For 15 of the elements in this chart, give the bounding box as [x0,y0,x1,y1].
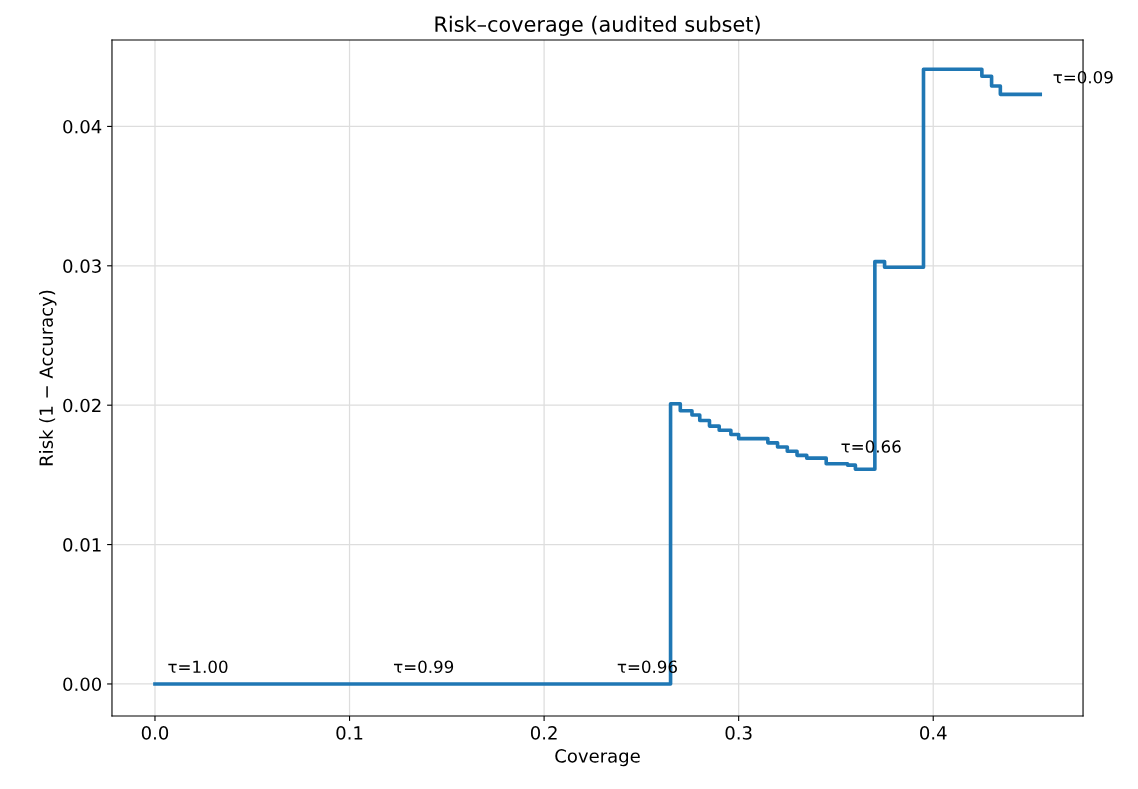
x-tick-label: 0.4 [920,726,947,740]
chart-title: Risk–coverage (audited subset) [435,15,760,36]
y-tick-label: 0.00 [63,677,102,692]
y-tick-label: 0.01 [63,538,101,552]
y-tick-label: 0.04 [63,119,102,134]
x-tick-label: 0.0 [141,726,169,740]
y-tick-label: 0.03 [63,259,101,273]
x-tick-label: 0.1 [336,726,363,740]
x-tick-label: 0.3 [725,726,752,740]
annotation: τ=0.99 [393,660,454,674]
y-axis-title: Risk (1 − Accuracy) [39,290,57,466]
x-tick-label: 0.2 [530,726,557,740]
annotation: τ=1.00 [168,660,228,674]
x-axis-title: Coverage [555,749,640,767]
y-tick-label: 0.02 [63,398,101,413]
